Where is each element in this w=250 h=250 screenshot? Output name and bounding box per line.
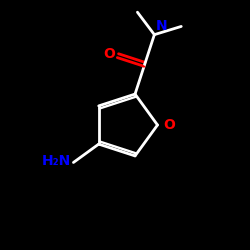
- Text: N: N: [156, 20, 167, 34]
- Text: H₂N: H₂N: [42, 154, 71, 168]
- Text: O: O: [163, 118, 175, 132]
- Text: O: O: [104, 48, 116, 62]
